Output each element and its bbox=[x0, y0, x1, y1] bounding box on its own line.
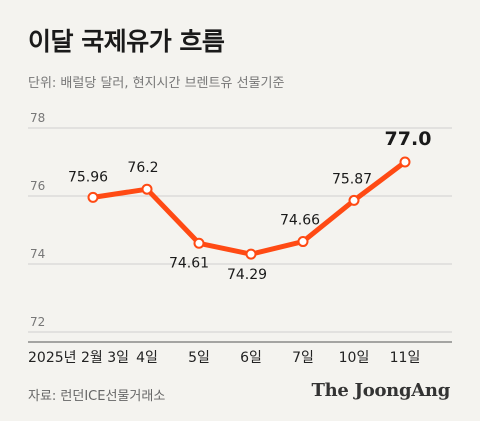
x-tick-label: 11일 bbox=[390, 350, 421, 366]
data-label: 74.29 bbox=[227, 267, 267, 283]
data-point bbox=[399, 156, 411, 168]
y-tick-label: 72 bbox=[30, 315, 45, 329]
y-tick-label: 78 bbox=[30, 111, 45, 125]
data-point bbox=[245, 248, 257, 260]
data-label: 74.66 bbox=[280, 213, 320, 229]
x-tick-label: 6일 bbox=[240, 350, 262, 366]
data-label-highlight: 77.0 bbox=[385, 128, 432, 150]
publisher-logo: The JoongAng bbox=[311, 380, 451, 401]
data-point bbox=[87, 191, 99, 203]
y-tick-label: 76 bbox=[30, 179, 45, 193]
data-point bbox=[193, 237, 205, 249]
gridlines bbox=[28, 127, 452, 333]
x-tick-label: 2025년 2월 3일 bbox=[28, 350, 129, 366]
data-label: 74.61 bbox=[169, 255, 209, 271]
y-tick-labels: 72 74 76 78 bbox=[30, 111, 45, 329]
x-tick-labels: 2025년 2월 3일 4일 5일 6일 7일 10일 11일 bbox=[28, 350, 420, 366]
data-points bbox=[87, 156, 411, 260]
chart-title: 이달 국제유가 흐름 bbox=[28, 27, 225, 56]
x-tick-label: 4일 bbox=[136, 350, 158, 366]
x-tick-label: 7일 bbox=[292, 350, 314, 366]
x-tick-label: 10일 bbox=[339, 350, 370, 366]
source-note: 자료: 런던ICE선물거래소 bbox=[28, 389, 166, 404]
data-label: 75.87 bbox=[332, 171, 372, 187]
x-tick-label: 5일 bbox=[188, 350, 210, 366]
data-label: 76.2 bbox=[127, 160, 158, 176]
data-point bbox=[141, 183, 153, 195]
data-label: 75.96 bbox=[68, 169, 108, 185]
data-point bbox=[297, 236, 309, 248]
data-point bbox=[348, 194, 360, 206]
y-tick-label: 74 bbox=[30, 247, 45, 261]
chart-subtitle: 단위: 배럴당 달러, 현지시간 브렌트유 선물기준 bbox=[28, 76, 285, 91]
data-labels: 75.96 76.2 74.61 74.29 74.66 75.87 77.0 bbox=[68, 128, 431, 283]
